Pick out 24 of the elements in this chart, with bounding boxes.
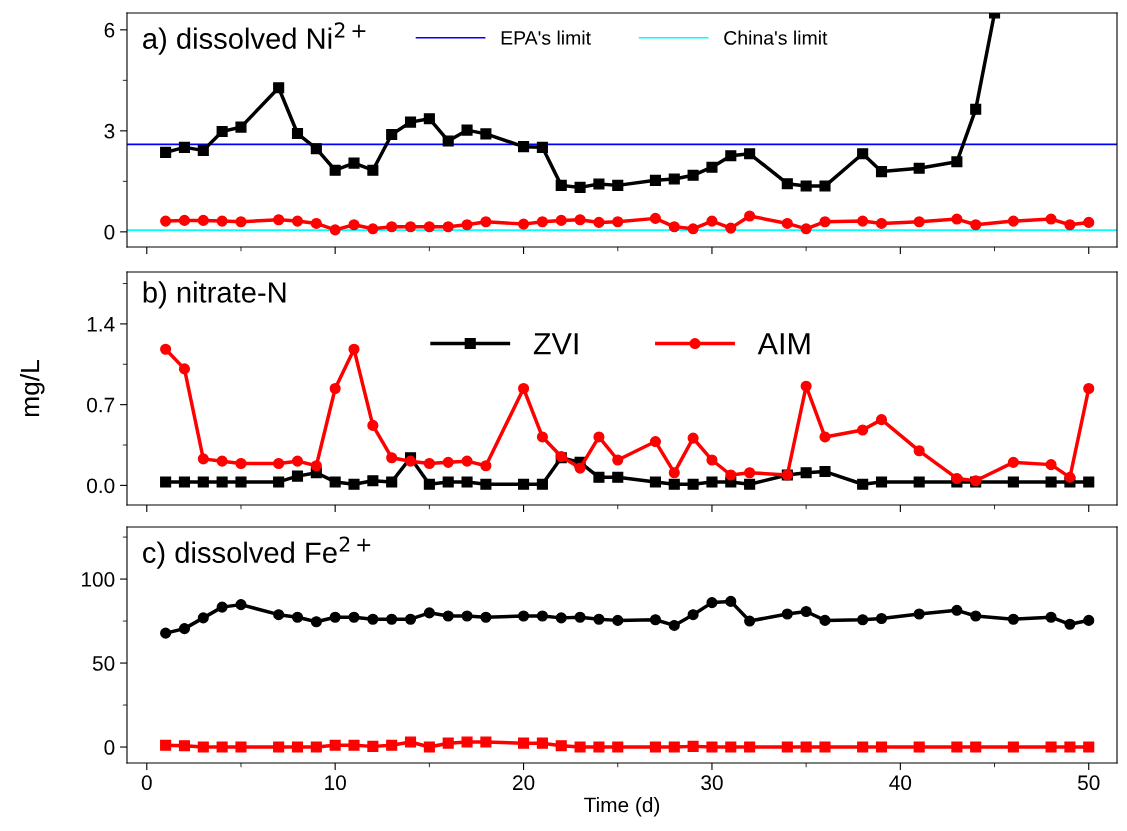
y-tick-label: 50 [92, 656, 115, 671]
y-axis-title: mg/L [19, 360, 45, 417]
x-tick-label: 0 [141, 775, 152, 791]
y-tick-label: 0.7 [87, 397, 115, 413]
x-tick-label: 10 [325, 775, 346, 791]
y-tick-label: 3 [104, 123, 115, 139]
x-tick-label: 30 [701, 775, 723, 791]
x-axis-title: Time (d) [584, 797, 660, 817]
y-tick-label: 100 [82, 572, 115, 587]
legend-label: EPA's limit [501, 30, 591, 45]
chart-title: b) nitrate-N [143, 281, 286, 309]
legend-label: China's limit [724, 30, 828, 45]
x-tick-label: 20 [513, 775, 535, 791]
chart-title: c) dissolved Fe$^{2+}$ [143, 536, 371, 569]
chart-title: a) dissolved Ni$^{2+}$ [143, 22, 366, 55]
x-tick-label: 50 [1077, 775, 1100, 791]
legend-label: AIM [757, 333, 810, 355]
y-tick-label: 0.0 [87, 478, 115, 494]
y-tick-label: 1.4 [87, 317, 115, 332]
x-tick-label: 40 [889, 775, 912, 791]
legend-label: ZVI [533, 333, 578, 355]
y-tick-label: 0 [104, 224, 115, 240]
y-tick-label: 0 [104, 740, 115, 755]
y-tick-label: 6 [104, 22, 115, 38]
